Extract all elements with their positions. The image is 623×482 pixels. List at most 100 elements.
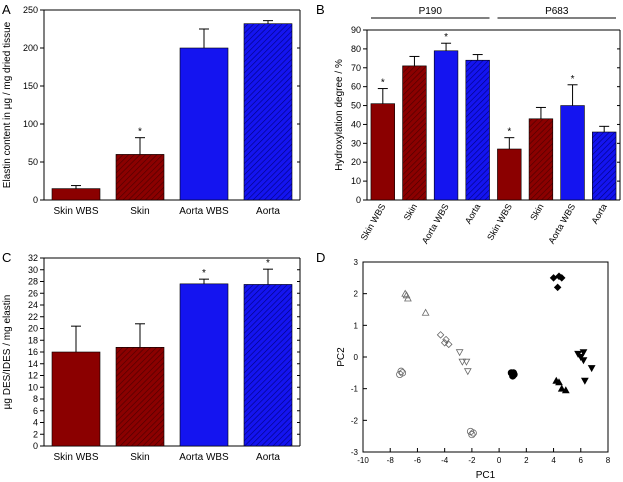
panel-d-x-tick-label: -4 [441, 456, 449, 465]
panel-c-y-tick-label: 28 [28, 277, 38, 287]
panel-d-point [587, 365, 596, 373]
panel-d-x-tick-label: -2 [468, 456, 476, 465]
panel-d-point [397, 367, 405, 375]
panel-d-point [468, 430, 476, 439]
panel-d-y-tick-label: -2 [351, 416, 359, 425]
panel-c-y-tick-label: 18 [28, 335, 38, 345]
panel-d-x-tick-label: 2 [524, 456, 529, 465]
panel-c-y-axis-label: µg DES/IDES / mg elastin [2, 295, 13, 410]
panel-d-x-tick-label: -10 [357, 456, 369, 465]
panel-b-category-label: Aorta WBS [420, 202, 451, 246]
panel-a-y-tick-label: 150 [23, 81, 38, 91]
panel-a-category-label: Aorta [256, 206, 280, 217]
panel-d-frame [362, 261, 609, 453]
panel-c-bar [179, 283, 229, 447]
panel-c-y-tick-label: 24 [28, 300, 38, 310]
panel-letter-b: B [316, 2, 325, 17]
panel-d-point [555, 272, 563, 281]
panel-d-point [436, 331, 445, 339]
panel-b-bar [433, 50, 459, 201]
panel-b-y-tick-label: 40 [351, 119, 361, 129]
panel-b-bar [497, 148, 522, 201]
panel-b-significance-marker: * [571, 74, 575, 85]
panel-d-point [462, 358, 471, 366]
panel-a-significance-marker: * [138, 127, 142, 138]
panel-c-y-tick-label: 6 [33, 406, 38, 416]
panel-b-y-tick-label: 50 [351, 101, 361, 111]
panel-d-x-tick-label: 8 [606, 456, 611, 465]
panel-b-category-label: Aorta [590, 202, 609, 226]
panel-a-y-tick-label: 0 [33, 195, 38, 205]
panel-a-category-label: Aorta WBS [179, 206, 229, 217]
panel-letter-d: D [316, 250, 325, 265]
panel-d-point [444, 340, 453, 349]
panel-letter-c: C [2, 250, 11, 265]
panel-d-point [553, 283, 562, 292]
panel-d-point [401, 289, 410, 297]
panel-c-category-label: Aorta WBS [179, 452, 229, 463]
panel-c-y-tick-label: 0 [33, 441, 38, 451]
panel-c-bar [243, 284, 293, 447]
panel-c-y-tick-label: 16 [28, 347, 38, 357]
panel-d-point [402, 291, 411, 299]
panel-d-x-tick-label: 6 [579, 456, 584, 465]
panel-c-y-tick-label: 30 [28, 265, 38, 275]
panel-b-y-tick-label: 80 [351, 44, 361, 54]
panel-d-point [458, 358, 467, 366]
panel-d-x-tick-label: 4 [551, 456, 556, 465]
panel-b-significance-marker: * [381, 78, 385, 89]
panel-b-bar [370, 103, 395, 201]
panel-a-bar [243, 23, 293, 201]
panel-d-point [580, 377, 589, 385]
panel-b-category-label: Skin [528, 202, 545, 222]
panel-a-y-tick-label: 100 [23, 119, 38, 129]
panel-b-y-tick-label: 20 [351, 157, 361, 167]
panel-a-y-tick-label: 200 [23, 43, 38, 53]
panel-b-bar [465, 59, 490, 201]
panel-b-y-tick-label: 90 [351, 25, 361, 35]
panel-c-y-tick-label: 12 [28, 371, 38, 381]
panel-d-point [463, 368, 472, 376]
panel-d-x-axis-label: PC1 [476, 470, 496, 481]
panel-c-category-label: Skin [130, 452, 149, 463]
panel-c-y-tick-label: 8 [33, 394, 38, 404]
panel-d-point [549, 274, 558, 282]
panel-d-point [555, 378, 563, 386]
panel-a-bar-chart: 0 50 100 150 200 250 Elastin content in µg / m… [2, 5, 301, 217]
panel-d-x-tick-label: 0 [497, 456, 502, 465]
panel-c-bar [115, 346, 165, 447]
panel-d-y-tick-label: -3 [351, 448, 359, 457]
panel-letter-a: A [2, 2, 11, 17]
panel-b-y-axis-label: Hydroxylation degree / % [334, 59, 345, 171]
panel-d-y-axis-label: PC2 [336, 347, 347, 367]
panel-a-bar [179, 47, 229, 201]
panel-b-group-label: P683 [545, 6, 569, 17]
panel-a-category-label: Skin WBS [53, 206, 98, 217]
panel-a-y-tick-label: 50 [28, 157, 38, 167]
panel-c-y-tick-label: 32 [28, 253, 38, 263]
panel-b-bar [560, 105, 585, 201]
panel-b-significance-marker: * [444, 32, 448, 43]
panel-b-group-label: P190 [419, 6, 443, 17]
panel-d-y-tick-label: 0 [354, 353, 359, 362]
panel-c-y-tick-label: 22 [28, 312, 38, 322]
panel-c-y-tick-label: 26 [28, 288, 38, 298]
panel-d-point [469, 429, 477, 437]
panel-d-y-tick-label: -1 [351, 385, 359, 394]
panel-c-y-tick-label: 14 [28, 359, 38, 369]
panel-c-y-tick-label: 2 [33, 429, 38, 439]
panel-b-y-tick-label: 70 [351, 63, 361, 73]
panel-b-y-tick-label: 30 [351, 138, 361, 148]
panel-b-bar [592, 131, 617, 201]
panel-b-category-label: Aorta [463, 202, 482, 226]
panel-d-point [509, 369, 518, 377]
panel-d-point [442, 335, 450, 344]
panel-c-bar [51, 351, 101, 447]
panel-c-category-label: Skin WBS [53, 452, 98, 463]
panel-d-point [398, 369, 407, 377]
panel-b-bar [528, 118, 554, 201]
panel-c-significance-marker: * [266, 258, 270, 269]
panel-a-bar [51, 188, 101, 201]
